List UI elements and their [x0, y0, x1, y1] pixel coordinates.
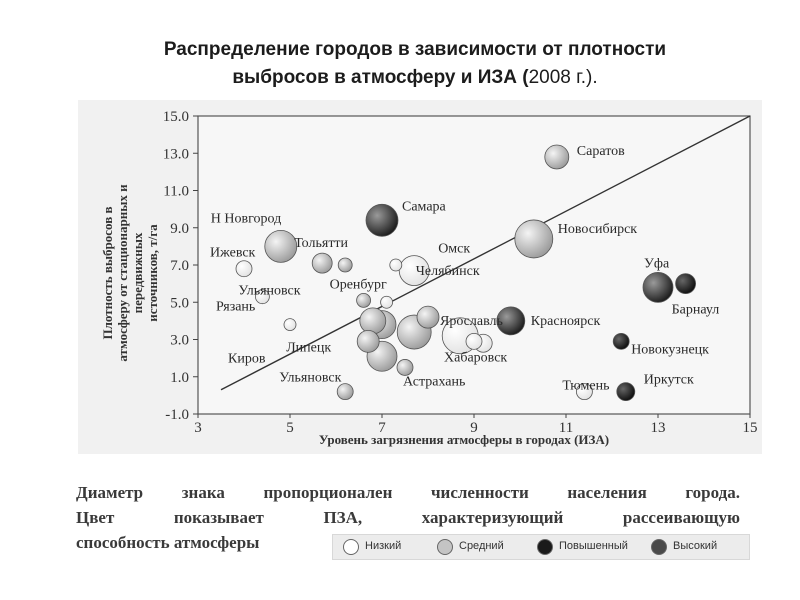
y-axis-label-line: источников, т/га — [145, 224, 160, 322]
y-axis-label-line: атмосферу от стационарных и — [115, 184, 130, 362]
bubble-medium — [396, 359, 414, 376]
bubble-label: Барнаул — [672, 303, 720, 318]
y-axis-label-line: передвижных — [130, 232, 145, 313]
bubble-elevated — [616, 382, 636, 402]
bubble-medium — [416, 305, 440, 329]
y-tick-label: 13.0 — [163, 146, 189, 162]
bubble-low — [398, 255, 430, 286]
bubble-label: Оренбург — [330, 277, 387, 292]
bubble-low — [389, 258, 403, 272]
bubble-label: Красноярск — [531, 314, 601, 329]
y-tick-label: 11.0 — [163, 184, 189, 200]
y-tick-label: 7.0 — [170, 258, 189, 274]
caption: Диаметр знака пропорционален численности… — [76, 480, 740, 555]
legend-label-high: Высокий — [673, 540, 718, 552]
bubble-label: Липецк — [286, 340, 331, 355]
bubble-elevated — [675, 273, 696, 295]
bubble-label: Уфа — [644, 256, 670, 271]
legend-swatch-medium — [437, 539, 453, 555]
y-tick-label: 1.0 — [170, 370, 189, 386]
plot-frame — [197, 115, 751, 415]
x-tick-label: 13 — [651, 420, 666, 436]
bubble-label: Н Новгород — [211, 211, 281, 226]
bubble-low — [576, 383, 593, 401]
chart-title-line1: Распределение городов в зависимости от п… — [163, 39, 667, 60]
bubble-low — [235, 260, 253, 278]
legend-label-low: Низкий — [365, 540, 402, 552]
caption-line-1: Диаметр знака пропорционален численности… — [76, 483, 740, 502]
bubble-label: Омск — [438, 242, 470, 257]
bubble-high — [365, 203, 399, 237]
chart-title-line2: выбросов в атмосферу и ИЗА (2008 г.). — [232, 67, 598, 88]
y-tick-label: 15.0 — [163, 109, 189, 125]
chart-title: Распределение городов в зависимости от п… — [0, 36, 800, 92]
bubble-high — [642, 271, 674, 303]
x-tick-label: 15 — [743, 420, 758, 436]
legend-swatch-elevated — [537, 539, 553, 555]
bubble-label: Хабаровск — [444, 350, 507, 365]
bubble-low — [283, 318, 297, 332]
bubble-low — [380, 295, 394, 309]
bubble-label: Киров — [228, 351, 266, 366]
bubble-medium — [356, 329, 380, 353]
bubble-chart: 15.0 13.0 11.0 9.0 7.0 5.0 3.0 1.0 -1.0 3 5 7 9 11 13 1… — [70, 98, 770, 458]
y-tick-label: -1.0 — [165, 407, 189, 423]
bubble-medium — [336, 383, 354, 401]
bubble-medium — [337, 257, 353, 273]
bubble-label: Ульяновск — [279, 371, 341, 386]
bubble-label: Ярославль — [440, 314, 503, 329]
x-tick-label: 9 — [470, 420, 478, 436]
bubble-label: Иркутск — [644, 373, 694, 388]
caption-line-2: Цвет показывает ПЗА, характеризующий рас… — [76, 508, 740, 527]
bubble-label: Новосибирск — [558, 222, 638, 237]
bubble-label: Челябинск — [416, 264, 480, 279]
bubble-medium — [311, 252, 333, 274]
y-tick-label: 3.0 — [170, 333, 189, 349]
bubble-medium — [514, 219, 554, 259]
bubble-label: Тюмень — [562, 379, 609, 394]
bubble-chart-svg: 15.0 13.0 11.0 9.0 7.0 5.0 3.0 1.0 -1.0 3 5 7 9 11 13 1… — [78, 100, 762, 454]
bubble-medium — [356, 292, 372, 308]
bubble-low — [254, 289, 270, 305]
bubble-label: Рязань — [216, 300, 255, 315]
trend-line — [220, 115, 751, 391]
bubble-medium — [359, 307, 387, 335]
x-tick-label: 7 — [378, 420, 386, 436]
legend-label-medium: Средний — [459, 540, 504, 552]
bubble-label: Астрахань — [403, 374, 465, 389]
legend: Низкий Средний Повышенный Высокий — [332, 534, 750, 560]
bubble-label: Саратов — [577, 144, 625, 159]
chart-title-year: 2008 г.). — [528, 67, 598, 88]
bubble-label: Ижевск — [210, 246, 256, 261]
y-axis-label-line: Плотность выбросов в — [100, 206, 115, 339]
legend-swatch-high — [651, 539, 667, 555]
bubble-elevated — [612, 332, 630, 350]
bubble-label: Самара — [402, 199, 447, 214]
legend-swatch-low — [343, 539, 359, 555]
bubble-label: Тольятти — [294, 236, 348, 251]
bubble-medium — [264, 229, 298, 263]
bubble-label: Ульяновск — [238, 284, 300, 299]
y-tick-label: 9.0 — [170, 221, 189, 237]
legend-label-elevated: Повышенный — [559, 540, 628, 552]
caption-line-3: способность атмосферы — [76, 533, 260, 552]
bubble-low — [465, 332, 483, 350]
bubble-label: Новокузнецк — [631, 342, 709, 357]
x-tick-label: 5 — [286, 420, 294, 436]
bubble-high — [496, 306, 526, 336]
bubble-medium — [544, 144, 570, 170]
x-axis-label: Уровень загрязнения атмосферы в городах … — [319, 432, 609, 447]
y-tick-label: 5.0 — [170, 295, 189, 311]
x-tick-label: 11 — [559, 420, 573, 436]
x-tick-label: 3 — [194, 420, 202, 436]
